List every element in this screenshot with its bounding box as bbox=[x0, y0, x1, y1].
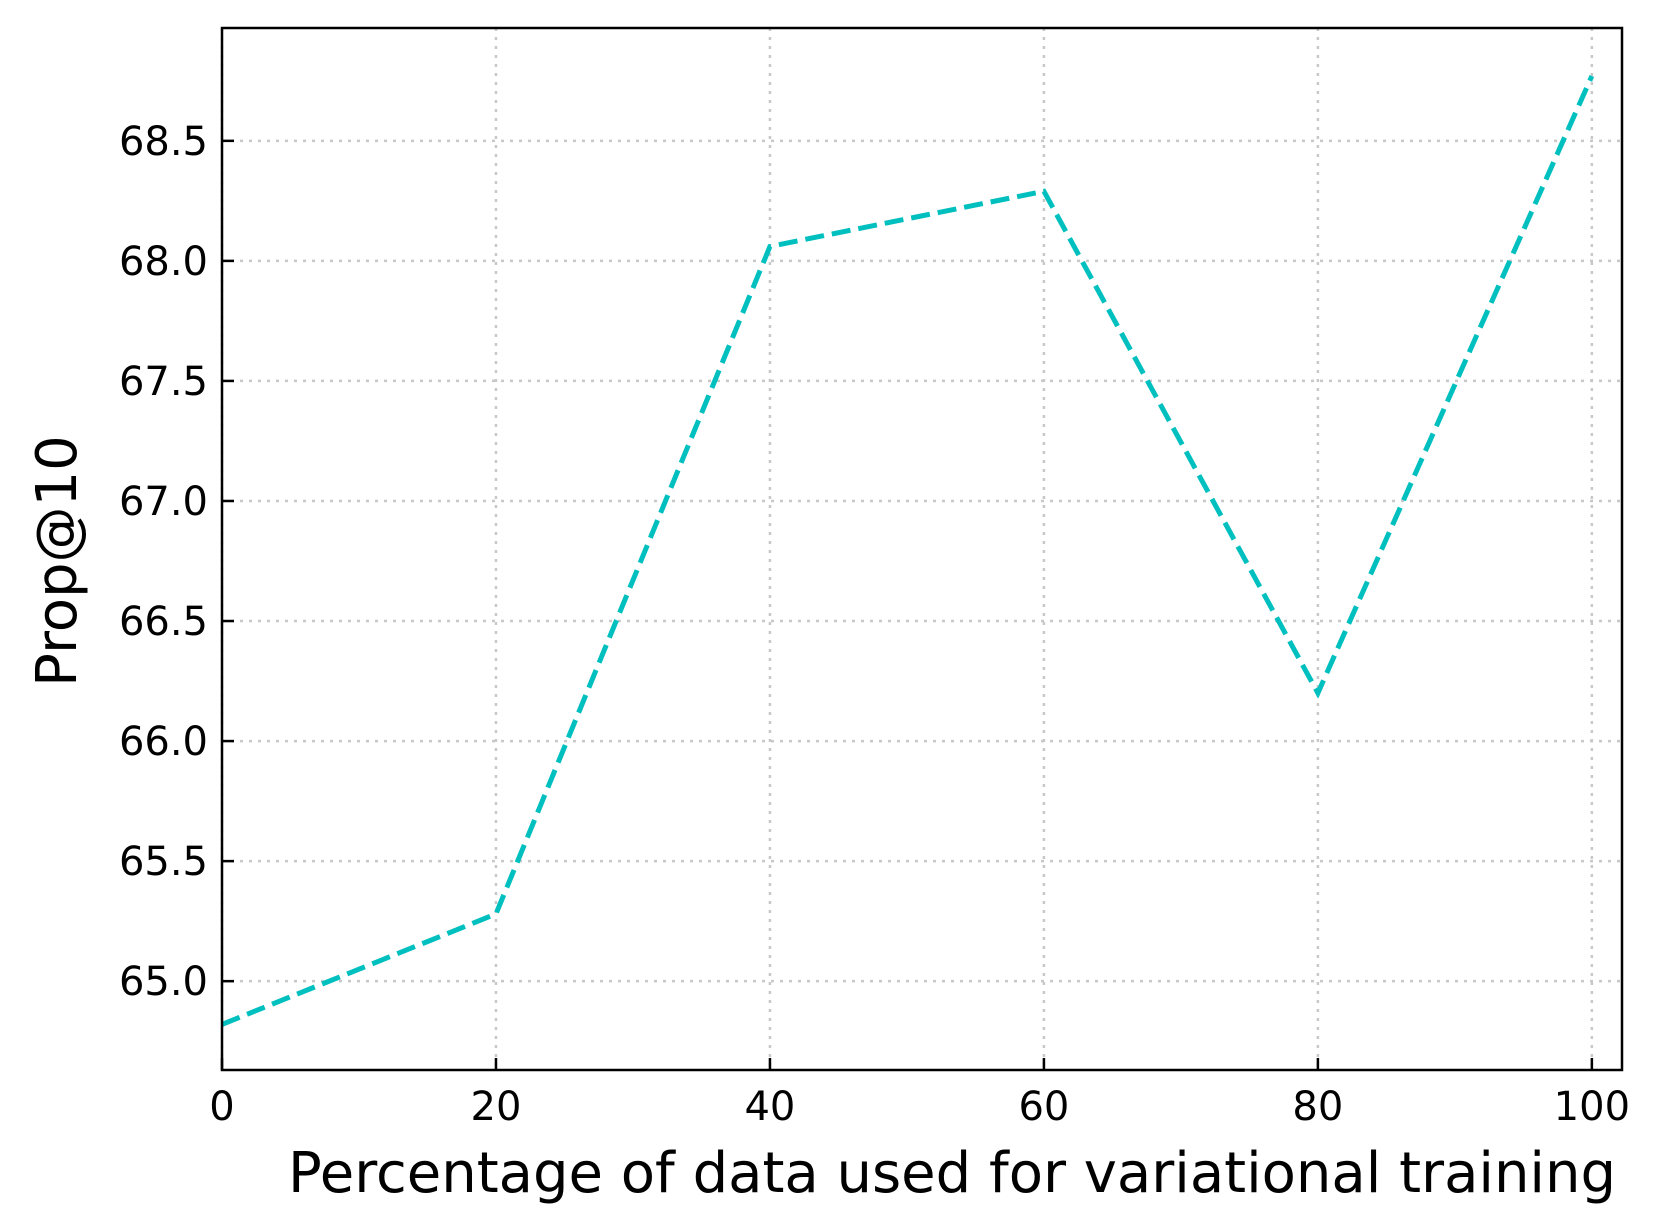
y-axis: 65.0 65.5 66.0 66.5 67.0 67.5 68.0 68.5 bbox=[119, 119, 234, 1005]
x-tick-label: 20 bbox=[471, 1084, 522, 1130]
y-tick-label: 65.0 bbox=[119, 959, 208, 1005]
x-tick-label: 0 bbox=[209, 1084, 234, 1130]
y-tick-label: 66.5 bbox=[119, 599, 208, 645]
x-tick-label: 40 bbox=[744, 1084, 795, 1130]
y-axis-title: Prop@10 bbox=[25, 435, 90, 687]
series-line bbox=[222, 76, 1592, 1024]
x-tick-label: 100 bbox=[1554, 1084, 1630, 1130]
y-tick-label: 67.0 bbox=[119, 479, 208, 525]
grid bbox=[222, 28, 1622, 1070]
y-tick-label: 66.0 bbox=[119, 719, 208, 765]
x-tick-label: 60 bbox=[1018, 1084, 1069, 1130]
y-tick-label: 68.0 bbox=[119, 239, 208, 285]
y-tick-label: 67.5 bbox=[119, 359, 208, 405]
x-tick-label: 80 bbox=[1292, 1084, 1343, 1130]
y-tick-label: 65.5 bbox=[119, 839, 208, 885]
y-tick-label: 68.5 bbox=[119, 119, 208, 165]
x-axis-title: Percentage of data used for variational … bbox=[288, 1141, 1616, 1206]
plot-frame bbox=[222, 28, 1622, 1070]
series-layer bbox=[222, 76, 1592, 1025]
